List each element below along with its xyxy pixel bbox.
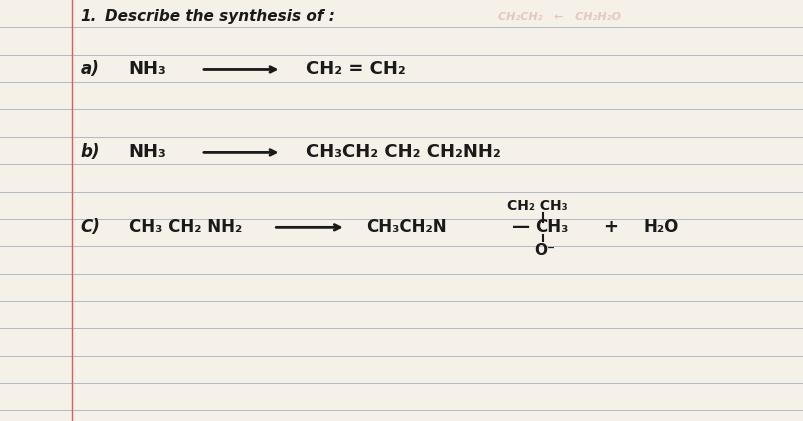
Text: NH₃: NH₃	[128, 144, 166, 161]
Text: Describe the synthesis of :: Describe the synthesis of :	[104, 9, 334, 24]
Text: O⁻: O⁻	[534, 243, 555, 258]
Text: b): b)	[80, 144, 100, 161]
Text: CH₃ CH₂ NH₂: CH₃ CH₂ NH₂	[128, 218, 242, 236]
Text: CH₂CH₂   ←   CH₂H₂O: CH₂CH₂ ← CH₂H₂O	[498, 12, 621, 22]
Text: CH₃: CH₃	[534, 218, 568, 236]
Text: CH₃CH₂N: CH₃CH₂N	[365, 218, 446, 236]
Text: —: —	[512, 218, 530, 236]
Text: H₂O: H₂O	[642, 218, 678, 236]
Text: CH₂ CH₃: CH₂ CH₃	[506, 199, 566, 213]
Text: +: +	[602, 218, 618, 236]
Text: C): C)	[80, 218, 100, 236]
Text: CH₂ = CH₂: CH₂ = CH₂	[305, 61, 405, 78]
Text: NH₃: NH₃	[128, 61, 166, 78]
Text: 1.: 1.	[80, 9, 96, 24]
Text: CH₃CH₂ CH₂ CH₂NH₂: CH₃CH₂ CH₂ CH₂NH₂	[305, 144, 499, 161]
Text: a): a)	[80, 61, 99, 78]
